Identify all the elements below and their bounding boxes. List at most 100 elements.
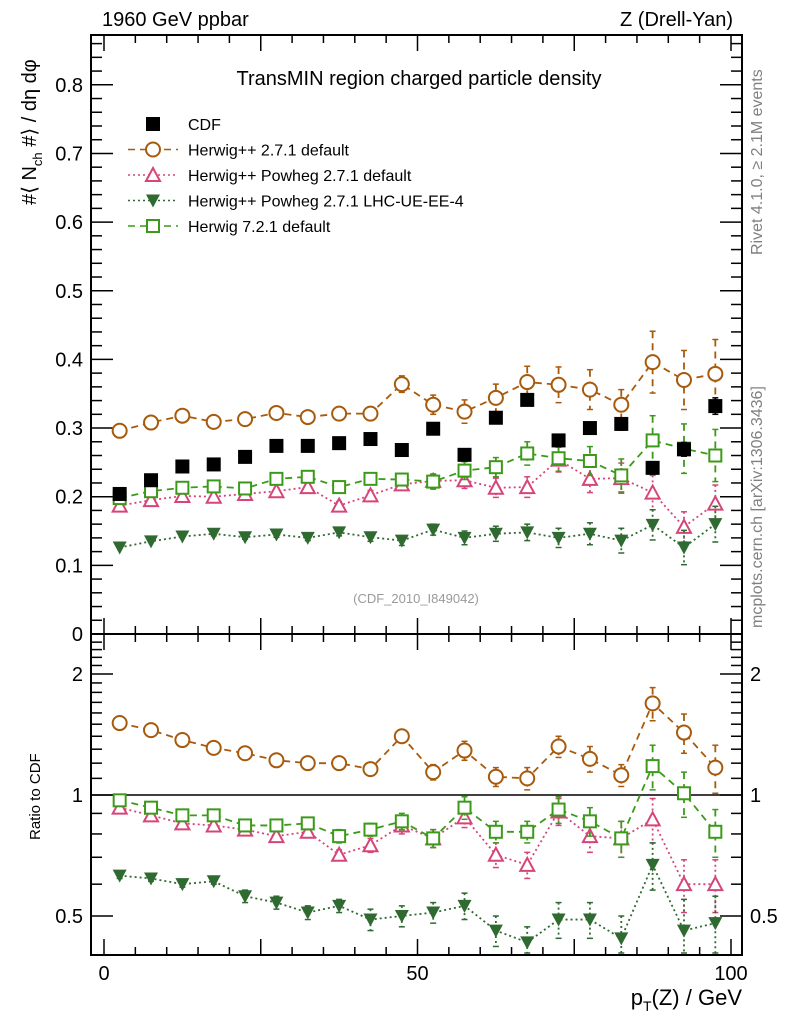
data-point — [111, 715, 128, 732]
data-point — [582, 527, 597, 541]
data-point — [457, 463, 472, 478]
ratio-series-group — [111, 686, 724, 954]
data-point — [643, 483, 662, 500]
data-point — [300, 438, 315, 453]
data-point — [174, 407, 191, 424]
x-tick-label: 100 — [714, 963, 747, 985]
legend-label: CDF — [188, 117, 221, 134]
data-point — [518, 855, 536, 872]
data-point — [238, 818, 253, 833]
y-tick-label: 0.8 — [55, 75, 83, 97]
data-point — [299, 477, 317, 495]
data-point — [551, 802, 566, 817]
series-herwig-7-2-1-default — [112, 414, 723, 506]
data-point — [175, 808, 190, 823]
ratio-axes: 0.5 0.5 1 1 2 2 0 50 100 — [55, 634, 778, 985]
data-point — [394, 814, 409, 829]
series-line — [119, 701, 716, 780]
data-point — [456, 403, 473, 420]
data-point — [706, 494, 724, 511]
legend-label: Herwig++ Powheg 2.7.1 LHC-UE-EE-4 — [188, 194, 464, 211]
data-point — [551, 913, 566, 927]
series-line — [119, 862, 716, 944]
data-point — [361, 836, 380, 853]
data-point — [238, 531, 253, 545]
data-point — [300, 469, 315, 484]
data-point — [175, 480, 190, 495]
data-point — [676, 442, 691, 457]
data-point — [487, 845, 505, 862]
series-herwig-powheg-2-7-1-default — [111, 446, 724, 543]
data-point — [394, 472, 409, 487]
data-point — [238, 481, 253, 496]
data-point — [175, 459, 190, 474]
data-point — [238, 449, 253, 464]
data-point — [112, 793, 127, 808]
data-point — [614, 416, 629, 431]
data-point — [332, 526, 347, 540]
data-point — [361, 486, 380, 503]
data-point — [706, 875, 724, 892]
rivet-version-label: Rivet 4.1.0, ≥ 2.1M events — [749, 69, 766, 255]
data-point — [332, 480, 347, 495]
data-point — [142, 806, 160, 823]
data-point — [643, 810, 662, 827]
data-point — [112, 869, 127, 883]
data-point — [645, 518, 660, 532]
data-point — [237, 745, 254, 762]
legend-marker — [146, 219, 160, 233]
data-point — [394, 443, 409, 458]
data-point — [144, 473, 159, 488]
data-point — [393, 376, 410, 393]
data-point — [269, 818, 284, 833]
data-point — [206, 457, 221, 472]
data-point — [582, 814, 597, 829]
data-point — [111, 422, 128, 439]
data-point — [362, 405, 379, 422]
data-point — [551, 531, 566, 545]
legend-item: Herwig 7.2.1 default — [128, 219, 331, 236]
data-point — [300, 816, 315, 831]
data-point — [644, 695, 661, 712]
data-point — [332, 829, 347, 844]
main-y-axis-label: #⟨ Nch #⟩ / dη dφ — [19, 59, 45, 205]
y-axis-label-text: #⟨ Nch #⟩ / dη dφ — [19, 59, 45, 205]
legend-item: CDF — [146, 117, 221, 134]
data-point — [394, 910, 409, 924]
data-point — [487, 768, 504, 785]
header-process-label: Z (Drell-Yan) — [620, 9, 733, 31]
data-point — [206, 479, 221, 494]
legend-marker — [145, 141, 161, 158]
x-tick-label: 50 — [406, 963, 428, 985]
data-point — [300, 531, 315, 545]
data-point — [144, 800, 159, 815]
data-point — [488, 410, 503, 425]
data-point — [487, 389, 504, 406]
legend-item: Herwig++ Powheg 2.7.1 default — [128, 165, 412, 185]
data-point — [426, 523, 441, 537]
data-point — [488, 924, 503, 938]
y-tick-label: 0.6 — [55, 212, 83, 234]
data-point — [173, 814, 192, 831]
data-point — [519, 770, 536, 787]
header-energy-label: 1960 GeV ppbar — [102, 9, 249, 31]
data-point — [707, 759, 724, 776]
data-point — [426, 474, 441, 489]
legend-label: Herwig++ 2.7.1 default — [188, 143, 350, 160]
data-point — [518, 477, 536, 495]
legend: CDF Herwig++ 2.7.1 default Herwig++ Powheg… — [128, 117, 464, 236]
data-point — [457, 800, 472, 815]
data-point — [238, 890, 253, 904]
data-point — [205, 739, 222, 756]
data-point — [675, 371, 692, 388]
data-point — [143, 722, 160, 739]
ratio-y-tick-label: 1 — [72, 785, 83, 807]
data-point — [426, 906, 441, 920]
data-point — [457, 531, 472, 545]
data-point — [582, 421, 597, 436]
data-point — [331, 405, 348, 422]
data-point — [206, 808, 221, 823]
data-point — [645, 759, 660, 774]
legend-label: Herwig 7.2.1 default — [188, 219, 331, 236]
data-point — [457, 899, 472, 913]
